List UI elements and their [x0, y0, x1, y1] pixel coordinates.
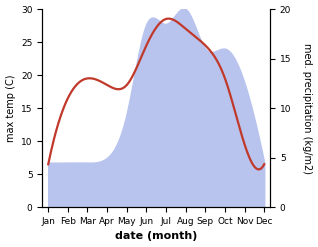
X-axis label: date (month): date (month)	[115, 231, 197, 242]
Y-axis label: max temp (C): max temp (C)	[5, 74, 16, 142]
Y-axis label: med. precipitation (kg/m2): med. precipitation (kg/m2)	[302, 43, 313, 174]
